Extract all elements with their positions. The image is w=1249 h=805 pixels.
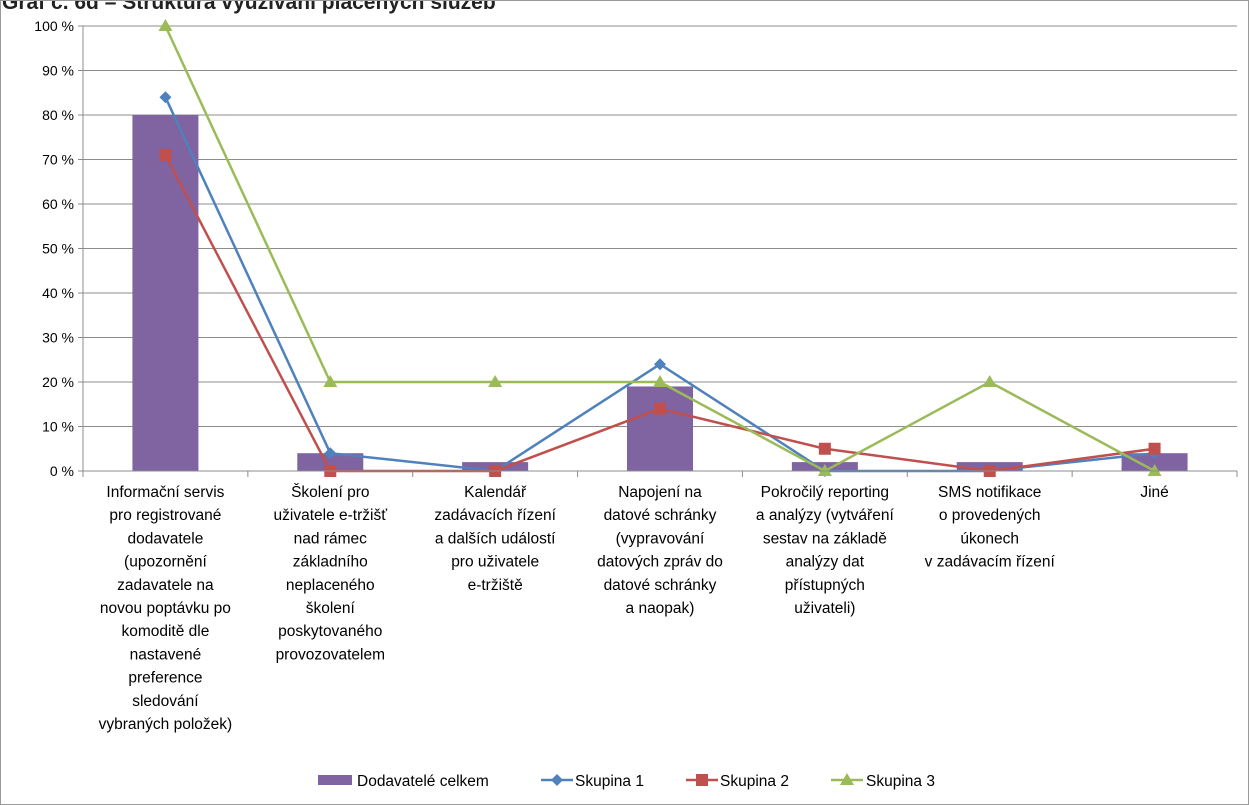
chart-title: Graf č. 6d – Struktura využívání placený…	[2, 0, 496, 14]
bar-series	[132, 115, 1188, 471]
data-point	[1147, 464, 1162, 476]
axes	[82, 26, 1238, 477]
legend-item: Skupina 2	[686, 773, 789, 790]
y-tick-label: 40 %	[42, 285, 74, 301]
x-tick-label: Informační servis pro registrované dodavat…	[99, 484, 233, 733]
data-point	[982, 375, 997, 387]
y-tick-label: 20 %	[42, 374, 74, 390]
data-point	[840, 773, 854, 785]
x-tick-label: Kalendář zadávacích řízení a dalších událo…	[434, 484, 556, 594]
data-point	[817, 464, 832, 476]
x-tick-label: Pokročilý reporting a analýzy (vytváření s…	[756, 484, 895, 617]
legend-item: Skupina 3	[831, 773, 935, 790]
y-tick-label: 30 %	[42, 330, 74, 346]
x-axis-labels: Informační servis pro registrované dodavat…	[99, 484, 1169, 733]
legend-label: Skupina 2	[720, 773, 789, 790]
legend-swatch	[318, 775, 352, 785]
x-tick-label: SMS notifikace o provedených úkonech v zadá…	[925, 484, 1056, 571]
data-point	[158, 19, 173, 31]
x-tick-label: Napojení na datové schránky (vypravování da…	[597, 484, 723, 617]
legend-label: Skupina 1	[575, 773, 644, 790]
chart-title-strip: Graf č. 6d – Struktura využívání placený…	[0, 0, 1249, 14]
data-point	[159, 149, 172, 162]
data-point	[653, 375, 667, 387]
y-tick-label: 70 %	[42, 152, 74, 168]
legend-label: Skupina 3	[866, 773, 935, 790]
data-point	[551, 774, 563, 786]
legend-label: Dodavatelé celkem	[357, 773, 489, 790]
data-point	[654, 358, 666, 371]
bar	[132, 115, 199, 471]
bar	[297, 453, 364, 471]
data-point	[488, 375, 503, 387]
bar	[627, 386, 693, 471]
line-series-group	[158, 19, 1162, 476]
data-point	[654, 402, 666, 415]
data-point	[818, 442, 831, 455]
data-point	[323, 375, 338, 387]
data-point	[159, 91, 172, 104]
y-tick-label: 10 %	[42, 419, 74, 435]
y-tick-label: 100 %	[34, 18, 74, 34]
x-tick-label: Školení pro uživatele e-tržišť nad rámec zá…	[274, 484, 388, 663]
data-point	[1148, 442, 1161, 455]
data-point	[696, 774, 708, 786]
legend-item: Skupina 1	[541, 773, 644, 790]
y-tick-label: 80 %	[42, 107, 74, 123]
legend-item: Dodavatelé celkem	[318, 773, 489, 790]
y-tick-label: 0 %	[50, 463, 74, 479]
y-axis-ticks: 0 % 10 % 20 % 30 % 40 % 50 % 60 % 70 % 80 % 90 % 1…	[34, 18, 74, 479]
bar	[1121, 453, 1188, 471]
y-tick-label: 50 %	[42, 241, 74, 257]
y-tick-label: 90 %	[42, 63, 74, 79]
legend: Dodavatelé celkem Skupina 1 Skupina 2 Skupi…	[318, 773, 935, 790]
x-tick-label: Jiné	[1140, 484, 1168, 501]
y-tick-label: 60 %	[42, 196, 74, 212]
data-point	[324, 447, 337, 460]
